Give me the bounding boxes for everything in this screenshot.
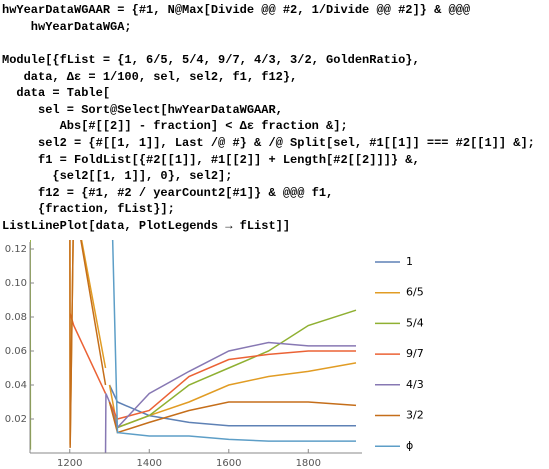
code-line: f12 = {#1, #2 / yearCount2[#1]} & @@@ f1… [2, 185, 334, 200]
series-line [111, 240, 356, 442]
code-line: data, Δε = 1/100, sel, sel2, f1, f12}, [2, 69, 298, 84]
series-line [108, 384, 356, 427]
x-tick-label: 1400 [137, 458, 162, 469]
code-line: ListLinePlot[data, PlotLegends → fList]] [2, 218, 291, 233]
x-tick-label: 1600 [216, 458, 241, 469]
y-tick-label: 0.06 [5, 346, 27, 357]
series-line [30, 240, 357, 450]
legend-label: 4/3 [406, 378, 424, 391]
legend-label: 6/5 [406, 286, 424, 299]
legend-label: 9/7 [406, 347, 424, 360]
y-tick-label: 0.12 [5, 244, 27, 255]
series-line [69, 240, 357, 448]
legend-label: ϕ [406, 439, 413, 452]
code-module: Module[{fList = {1, 6/5, 5/4, 9/7, 4/3, … [2, 52, 535, 235]
series-line [104, 341, 356, 453]
y-tick-label: 0.02 [5, 414, 27, 425]
legend-label: 1 [406, 255, 413, 268]
legend-label: 3/2 [406, 409, 424, 422]
code-line: {fraction, fList}]; [2, 202, 175, 217]
series-line [69, 240, 357, 445]
y-tick-label: 0.10 [5, 278, 27, 289]
y-tick-label: 0.04 [5, 380, 27, 391]
code-line: data = Table[ [2, 86, 111, 101]
code-line: {sel2[[1, 1]], 0}, sel2]; [2, 169, 233, 184]
y-tick-label: 0.08 [5, 312, 27, 323]
code-line: hwYearDataWGAAR = {#1, N@Max[Divide @@ #… [2, 3, 471, 17]
code-line: sel = Sort@Select[hwYearDataWGAAR, [2, 102, 283, 117]
legend-label: 5/4 [406, 316, 424, 329]
code-line: sel2 = {#[[1, 1]], Last /@ #} & /@ Split… [2, 135, 535, 150]
code-line: hwYearDataWGA; [2, 19, 132, 34]
code-line: Module[{fList = {1, 6/5, 5/4, 9/7, 4/3, … [2, 53, 420, 67]
code-definition: hwYearDataWGAAR = {#1, N@Max[Divide @@ #… [2, 2, 470, 35]
code-line: Abs[#[[2]] - fraction] < Δε fraction &]; [2, 119, 348, 134]
x-tick-label: 1800 [296, 458, 321, 469]
x-tick-label: 1200 [57, 458, 82, 469]
code-line: f1 = FoldList[{#2[[1]], #1[[2]] + Length… [2, 152, 420, 167]
